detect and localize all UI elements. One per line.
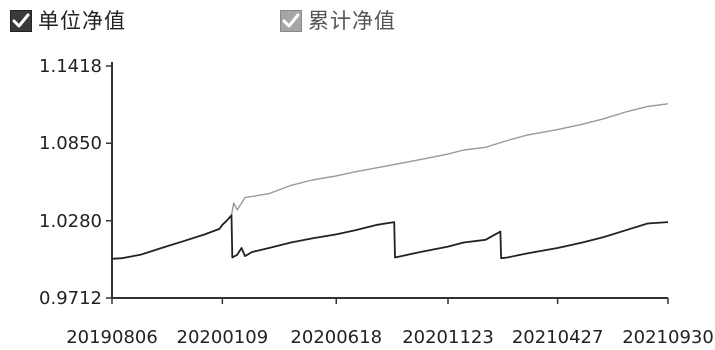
x-tick-label: 20200109 [177, 327, 269, 348]
chart-legend: 单位净值 累计净值 [10, 6, 610, 40]
x-tick-label: 20210427 [512, 327, 604, 348]
checkbox-checked-icon[interactable] [280, 10, 302, 32]
x-tick-label: 20190806 [66, 327, 158, 348]
y-tick-label: 0.9712 [39, 288, 102, 309]
checkbox-checked-icon[interactable] [10, 10, 32, 32]
legend-toggle-cumulative-nav[interactable]: 累计净值 [280, 6, 396, 36]
y-tick-label: 1.1418 [39, 56, 102, 77]
x-tick-label: 20210930 [622, 327, 714, 348]
x-tick-label: 20201123 [402, 327, 494, 348]
y-tick-label: 1.0280 [39, 211, 102, 232]
x-tick-label: 20200618 [290, 327, 382, 348]
legend-label-unit-nav: 单位净值 [38, 9, 126, 33]
series-line-unit-nav [111, 214, 669, 260]
legend-toggle-unit-nav[interactable]: 单位净值 [10, 6, 126, 36]
series-line-cumulative-nav [111, 103, 669, 260]
y-tick-label: 1.0850 [39, 133, 102, 154]
legend-label-cumulative-nav: 累计净值 [308, 9, 396, 33]
